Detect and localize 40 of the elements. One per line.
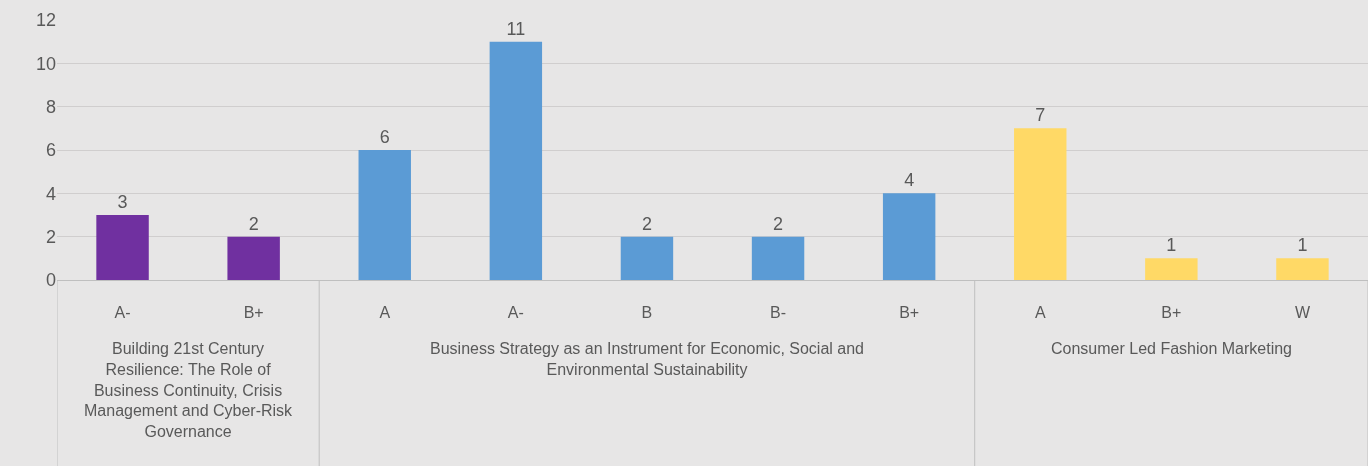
data-label: 4 <box>904 170 915 191</box>
x-tick-label: A- <box>507 304 524 322</box>
data-label: 3 <box>117 192 128 212</box>
x-tick-label: B <box>641 304 653 322</box>
bar <box>1276 258 1329 280</box>
data-label: 6 <box>379 127 390 147</box>
x-tick-label: B+ <box>1161 304 1182 322</box>
bar <box>96 215 149 280</box>
bar <box>489 41 543 280</box>
bar <box>1014 128 1067 280</box>
data-label: 2 <box>641 213 652 234</box>
text: Business Strategy as an Instrument for Economic, Social and Environmental Sustainability <box>430 340 864 378</box>
data-label: 1 <box>1297 235 1308 256</box>
data-label: 1 <box>1166 235 1177 256</box>
bar <box>620 236 674 280</box>
bar <box>358 150 411 280</box>
x-tick-label: A- <box>114 304 131 322</box>
data-label: 2 <box>248 213 259 234</box>
x-tick-label: B- <box>770 304 787 322</box>
bar <box>227 236 280 280</box>
text: Consumer Led Fashion Marketing <box>1051 340 1293 357</box>
bar <box>882 193 936 280</box>
y-tick-label: 4 <box>45 183 56 204</box>
data-label: 7 <box>1035 105 1046 126</box>
x-tick-label: B+ <box>899 304 920 322</box>
y-tick-label: 8 <box>45 96 56 117</box>
x-tick-label: W <box>1294 304 1311 322</box>
data-label: 11 <box>506 18 526 39</box>
text: Building 21st Century Resilience: The Role of Business Continuity, Crisis Management and Cyber-Risk Governance <box>84 340 294 441</box>
y-tick-label: 12 <box>35 10 56 31</box>
y-tick-label: 2 <box>45 226 56 247</box>
y-tick-label: 10 <box>35 53 56 74</box>
x-tick-label: B+ <box>243 304 264 322</box>
y-tick-label: 0 <box>45 270 56 291</box>
x-tick-label: A <box>379 304 391 322</box>
bar <box>751 236 805 280</box>
x-tick-label: A <box>1034 304 1046 322</box>
bar <box>1145 258 1198 280</box>
data-label: 2 <box>773 213 784 234</box>
y-tick-label: 6 <box>45 140 56 161</box>
